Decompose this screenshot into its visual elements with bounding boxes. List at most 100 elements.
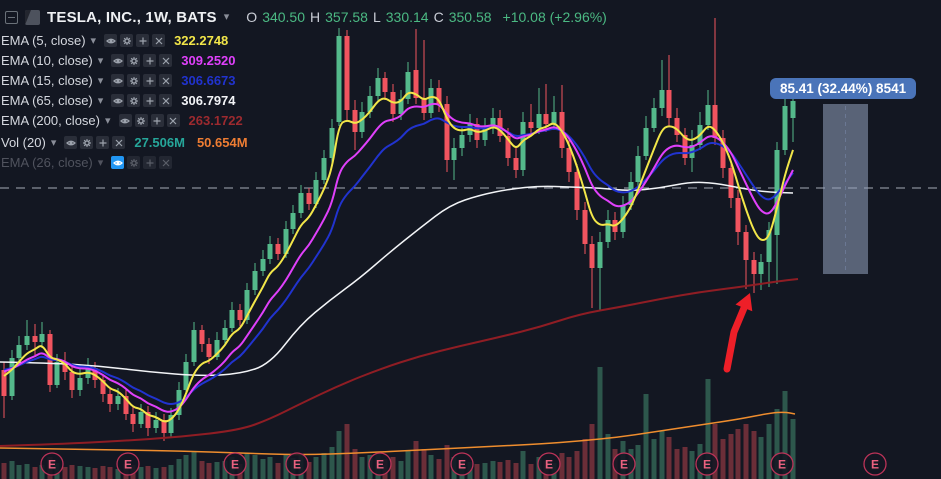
candle bbox=[9, 350, 15, 400]
candle bbox=[237, 304, 243, 326]
chevron-down-icon[interactable]: ▾ bbox=[97, 157, 104, 169]
earnings-marker[interactable]: E bbox=[368, 452, 392, 476]
indicator-row-ema200: EMA (200, close) ▾ 263.1722 bbox=[1, 111, 607, 130]
settings-icon-button[interactable] bbox=[127, 74, 141, 87]
candle bbox=[520, 112, 526, 176]
volume-bar bbox=[574, 451, 580, 479]
remove-icon-button[interactable] bbox=[159, 74, 173, 87]
gear-icon bbox=[82, 138, 91, 147]
remove-icon-button[interactable] bbox=[159, 54, 173, 67]
indicator-value: 306.6673 bbox=[181, 73, 236, 88]
earnings-marker[interactable]: E bbox=[537, 452, 561, 476]
chevron-down-icon[interactable]: ▾ bbox=[97, 95, 104, 107]
candle bbox=[635, 146, 641, 186]
add-icon-button[interactable] bbox=[96, 136, 110, 149]
gear-icon bbox=[137, 116, 145, 125]
candle bbox=[85, 358, 91, 384]
svg-text:E: E bbox=[703, 458, 711, 472]
chevron-down-icon[interactable]: ▾ bbox=[97, 55, 104, 67]
volume-bar bbox=[206, 463, 212, 479]
settings-icon-button[interactable] bbox=[134, 114, 148, 127]
add-icon-button[interactable] bbox=[143, 74, 157, 87]
indicator-label[interactable]: EMA (5, close) bbox=[1, 33, 86, 48]
earnings-marker[interactable]: E bbox=[863, 452, 887, 476]
volume-bar bbox=[720, 439, 726, 479]
chevron-down-icon[interactable]: ▾ bbox=[223, 10, 230, 23]
candle bbox=[536, 88, 542, 134]
volume-bar bbox=[161, 467, 167, 479]
remove-icon-button[interactable] bbox=[152, 34, 166, 47]
earnings-marker[interactable]: E bbox=[770, 452, 794, 476]
remove-icon-button[interactable] bbox=[159, 156, 173, 169]
candle bbox=[336, 28, 342, 126]
volume-ma-value: 50.654M bbox=[196, 135, 248, 150]
volume-bar bbox=[705, 379, 711, 479]
earnings-marker[interactable]: E bbox=[285, 452, 309, 476]
candle bbox=[444, 96, 450, 172]
remove-icon-button[interactable] bbox=[112, 136, 126, 149]
earnings-marker[interactable]: E bbox=[695, 452, 719, 476]
add-icon-button[interactable] bbox=[143, 94, 157, 107]
add-icon-button[interactable] bbox=[136, 34, 150, 47]
volume-value: 27.506M bbox=[134, 135, 185, 150]
chevron-down-icon[interactable]: ▾ bbox=[105, 115, 111, 127]
earnings-marker[interactable]: E bbox=[450, 452, 474, 476]
indicator-label[interactable]: EMA (26, close) bbox=[1, 155, 93, 170]
volume-bar bbox=[728, 434, 734, 479]
ema5-line bbox=[3, 91, 794, 423]
volume-bar bbox=[313, 457, 319, 479]
candle bbox=[436, 80, 442, 112]
earnings-marker[interactable]: E bbox=[116, 452, 140, 476]
candle bbox=[161, 414, 167, 441]
close-icon bbox=[155, 37, 162, 44]
visibility-eye-icon-button[interactable] bbox=[104, 34, 118, 47]
settings-icon-button[interactable] bbox=[127, 54, 141, 67]
visibility-eye-icon-button[interactable] bbox=[118, 114, 132, 127]
earnings-marker[interactable]: E bbox=[40, 452, 64, 476]
visibility-eye-icon-button[interactable] bbox=[111, 94, 125, 107]
svg-text:E: E bbox=[620, 458, 628, 472]
chevron-down-icon[interactable]: ▾ bbox=[90, 35, 97, 47]
chevron-down-icon[interactable]: ▾ bbox=[50, 137, 57, 149]
visibility-eye-icon-button[interactable] bbox=[111, 54, 125, 67]
earnings-marker[interactable]: E bbox=[612, 452, 636, 476]
volume-bar bbox=[252, 455, 258, 479]
settings-icon-button[interactable] bbox=[127, 94, 141, 107]
gear-icon bbox=[129, 76, 138, 85]
volume-bar bbox=[359, 457, 365, 479]
measure-tool[interactable] bbox=[823, 104, 868, 274]
volume-bar bbox=[352, 449, 358, 479]
volma-line bbox=[0, 411, 796, 456]
candle bbox=[720, 130, 726, 178]
measure-tool-label[interactable]: 85.41 (32.44%) 8541 bbox=[770, 78, 917, 99]
remove-icon-button[interactable] bbox=[166, 114, 180, 127]
indicator-label[interactable]: EMA (65, close) bbox=[1, 93, 93, 108]
add-icon-button[interactable] bbox=[143, 54, 157, 67]
visibility-eye-icon-button[interactable] bbox=[111, 156, 125, 169]
candle bbox=[728, 160, 734, 208]
candle bbox=[643, 116, 649, 160]
candle bbox=[375, 68, 381, 102]
settings-icon-button[interactable] bbox=[127, 156, 141, 169]
collapse-legend-icon[interactable] bbox=[5, 10, 18, 24]
chevron-down-icon[interactable]: ▾ bbox=[97, 75, 104, 87]
remove-icon-button[interactable] bbox=[159, 94, 173, 107]
visibility-eye-icon-button[interactable] bbox=[111, 74, 125, 87]
plus-icon bbox=[146, 57, 154, 64]
candle bbox=[267, 236, 273, 264]
volume-bar bbox=[689, 451, 695, 479]
visibility-eye-icon-button[interactable] bbox=[64, 136, 78, 149]
add-icon-button[interactable] bbox=[143, 156, 157, 169]
annotation-arrow[interactable] bbox=[723, 293, 753, 373]
earnings-marker[interactable]: E bbox=[223, 452, 247, 476]
volume-bar bbox=[77, 466, 83, 479]
indicator-label[interactable]: EMA (10, close) bbox=[1, 53, 93, 68]
settings-icon-button[interactable] bbox=[120, 34, 134, 47]
indicator-label[interactable]: EMA (15, close) bbox=[1, 73, 93, 88]
indicator-label[interactable]: EMA (200, close) bbox=[1, 113, 100, 128]
settings-icon-button[interactable] bbox=[80, 136, 94, 149]
symbol-title[interactable]: TESLA, INC., 1W, BATS bbox=[47, 8, 217, 26]
add-icon-button[interactable] bbox=[150, 114, 164, 127]
indicator-label[interactable]: Vol (20) bbox=[1, 135, 46, 150]
